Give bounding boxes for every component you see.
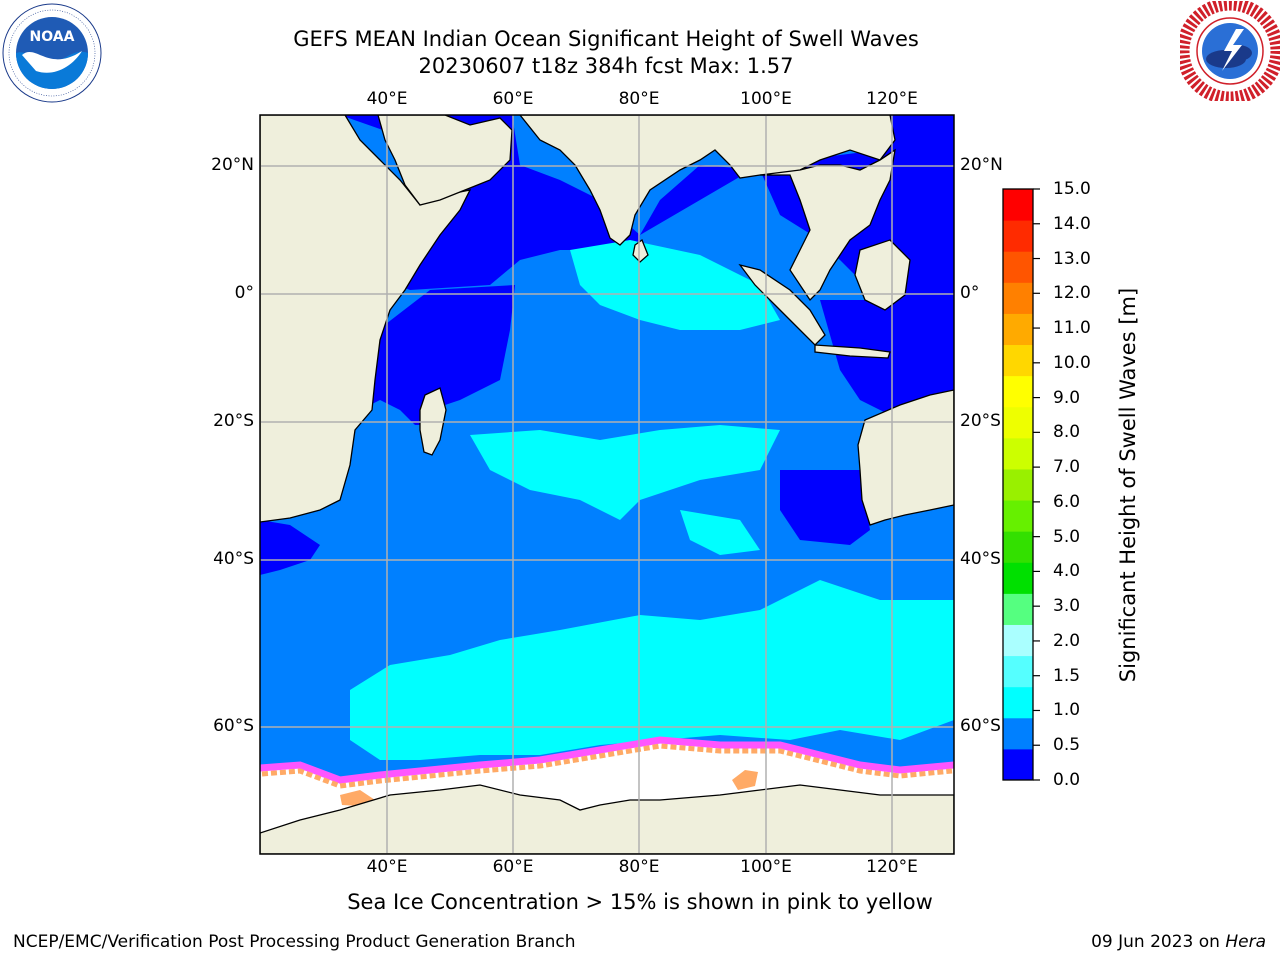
nws-logo [1180, 1, 1280, 101]
ice-edge-band [260, 736, 954, 784]
colorbar-segment [1003, 717, 1033, 750]
noaa-logo: NOAA [2, 3, 102, 103]
lon-tick-bottom-40e: 40°E [366, 857, 408, 877]
colorbar-tick-label: 1.0 [1053, 700, 1081, 721]
colorbar-segment [1003, 748, 1033, 781]
lon-tick-top-80e: 80°E [618, 89, 660, 109]
colorbar-tick-label: 10.0 [1053, 352, 1091, 373]
colorbar-segment [1003, 251, 1033, 283]
colorbar-tick-label: 9.0 [1053, 387, 1081, 408]
colorbar-segment [1003, 313, 1033, 346]
colorbar-segment [1003, 406, 1033, 439]
colorbar-tick-label: 5.0 [1053, 526, 1081, 547]
lon-tick-bottom-120e: 120°E [866, 857, 918, 877]
lon-tick-bottom-60e: 60°E [492, 857, 534, 877]
colorbar-segment [1003, 500, 1033, 532]
colorbar-tick-label: 12.0 [1053, 283, 1091, 304]
colorbar-tick-label: 8.0 [1053, 422, 1081, 443]
sea-ice-caption: Sea Ice Concentration > 15% is shown in … [347, 890, 933, 914]
lat-tick-right-20n: 20°N [960, 155, 1003, 175]
colorbar-segment [1003, 686, 1033, 719]
footer-date-text: 09 Jun 2023 on [1091, 932, 1226, 952]
colorbar-frame [1002, 188, 1034, 781]
lat-tick-right-40s: 40°S [960, 549, 1001, 569]
colorbar-tick-label: 7.0 [1053, 457, 1081, 478]
footer-date: 09 Jun 2023 on Hera [1091, 932, 1266, 952]
colorbar-tick-label: 0.5 [1053, 735, 1081, 756]
colorbar-segment [1003, 468, 1033, 501]
colorbar-tick-label: 14.0 [1053, 213, 1091, 234]
colorbar-segment [1003, 220, 1033, 252]
graticule [260, 115, 954, 854]
colorbar-tick-label: 11.0 [1053, 318, 1091, 339]
colorbar-tick-label: 4.0 [1053, 561, 1081, 582]
lat-tick-left-60s: 60°S [213, 716, 254, 736]
lon-tick-bottom-80e: 80°E [618, 857, 660, 877]
colorbar-tick-label: 13.0 [1053, 248, 1091, 269]
lat-tick-left-20n: 20°N [211, 155, 254, 175]
lat-tick-right-60s: 60°S [960, 716, 1001, 736]
lat-tick-left-0: 0° [234, 283, 254, 303]
colorbar-segment [1003, 437, 1033, 470]
lon-tick-top-60e: 60°E [492, 89, 534, 109]
chart-subtitle: 20230607 t18z 384h fcst Max: 1.57 [418, 54, 794, 78]
footer-machine: Hera [1225, 932, 1266, 952]
lon-tick-top-120e: 120°E [866, 89, 918, 109]
colorbar-segment [1003, 189, 1033, 221]
footer-credit: NCEP/EMC/Verification Post Processing Pr… [13, 932, 576, 952]
colorbar-tick-label: 6.0 [1053, 491, 1081, 512]
colorbar-tick-label: 2.0 [1053, 630, 1081, 651]
map-frame [259, 114, 955, 855]
colorbar-tick-label: 15.0 [1053, 179, 1091, 199]
colorbar [1003, 188, 1040, 781]
colorbar-label: Significant Height of Swell Waves [m] [1116, 287, 1140, 683]
chart-title: GEFS MEAN Indian Ocean Significant Heigh… [293, 27, 919, 51]
higher-swell-regions [350, 240, 954, 760]
colorbar-segment [1003, 344, 1033, 377]
colorbar-tick-label: 3.0 [1053, 596, 1081, 617]
lat-tick-left-20s: 20°S [213, 411, 254, 431]
colorbar-tick-label: 0.0 [1053, 770, 1081, 790]
lat-tick-right-20s: 20°S [960, 411, 1001, 431]
colorbar-segment [1003, 531, 1033, 563]
lon-tick-top-40e: 40°E [366, 89, 408, 109]
colorbar-segment [1003, 282, 1033, 314]
colorbar-segment [1003, 562, 1033, 594]
colorbar-tick-label: 1.5 [1053, 665, 1081, 686]
colorbar-segment [1003, 375, 1033, 408]
lat-tick-left-40s: 40°S [213, 549, 254, 569]
lat-tick-right-0: 0° [960, 283, 980, 303]
noaa-logo-text: NOAA [30, 29, 75, 45]
colorbar-segment [1003, 593, 1033, 625]
lon-tick-bottom-100e: 100°E [740, 857, 792, 877]
colorbar-segment [1003, 624, 1033, 657]
colorbar-segment [1003, 655, 1033, 688]
lon-tick-top-100e: 100°E [740, 89, 792, 109]
land-masses [260, 115, 954, 854]
